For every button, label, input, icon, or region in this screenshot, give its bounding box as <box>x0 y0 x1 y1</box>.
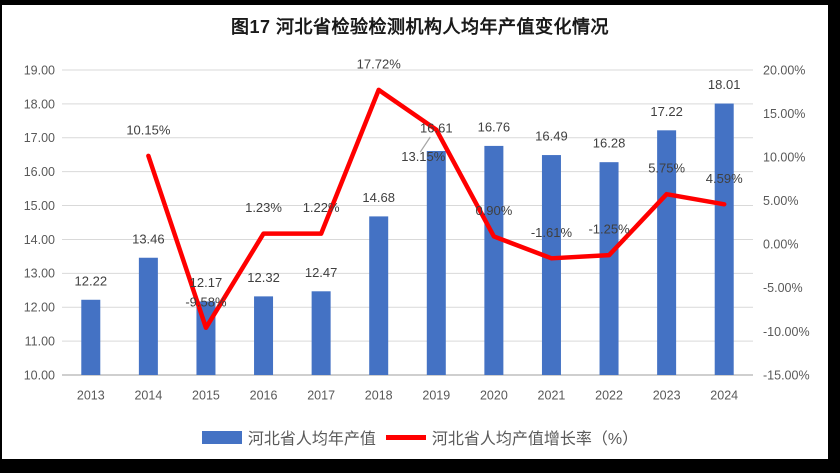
x-axis-year-label: 2016 <box>250 388 278 402</box>
frame-border-top <box>0 0 840 5</box>
line-data-label: 17.72% <box>357 56 402 71</box>
y-axis-left-tick-label: 14.00 <box>24 233 55 247</box>
line-data-label: 10.15% <box>126 122 171 137</box>
line-data-label: 5.75% <box>648 161 685 176</box>
x-axis-year-label: 2015 <box>192 388 220 402</box>
legend-line-swatch-icon <box>385 434 426 440</box>
x-axis-year-label: 2021 <box>538 388 566 402</box>
bar-data-label: 17.22 <box>650 104 683 119</box>
y-axis-right-tick-label: 20.00% <box>763 63 805 77</box>
y-axis-left-tick-label: 16.00 <box>24 165 55 179</box>
bar-2013 <box>81 299 101 375</box>
line-data-label: -9.58% <box>185 294 227 309</box>
legend-bar-series-label: 河北省人均年产值 <box>247 431 376 448</box>
y-axis-right-tick-label: 10.00% <box>763 151 805 165</box>
line-data-label: 1.23% <box>245 200 282 215</box>
frame-border-left <box>0 0 2 473</box>
bar-2023 <box>657 130 677 375</box>
y-axis-left-tick-label: 18.00 <box>24 97 55 111</box>
bar-2019 <box>426 150 446 375</box>
frame-border-bottom <box>0 459 840 473</box>
bar-data-label: 13.46 <box>132 231 165 246</box>
bar-data-label: 16.28 <box>593 136 626 151</box>
line-data-label: 4.59% <box>706 171 743 186</box>
chart-legend: 河北省人均年产值 河北省人均产值增长率（%） <box>0 425 840 449</box>
y-axis-right-tick-label: -5.00% <box>763 281 803 295</box>
data-label-leader-line <box>419 136 431 153</box>
bar-data-label: 12.47 <box>305 265 338 280</box>
x-axis-year-label: 2022 <box>595 388 623 402</box>
y-axis-right-tick-label: 15.00% <box>763 107 805 121</box>
bar-data-label: 14.68 <box>362 190 395 205</box>
y-axis-right-tick-label: 5.00% <box>763 194 798 208</box>
bar-data-label: 16.49 <box>535 129 568 144</box>
x-axis-year-label: 2024 <box>710 388 738 402</box>
y-axis-left-tick-label: 12.00 <box>24 301 55 315</box>
bar-2022 <box>599 162 619 375</box>
x-axis-year-label: 2013 <box>77 388 105 402</box>
line-data-label: 13.15% <box>401 149 446 164</box>
x-axis-year-label: 2014 <box>134 388 162 402</box>
legend-line-series-label: 河北省人均产值增长率（%） <box>431 431 639 448</box>
frame-border-right <box>828 0 840 473</box>
bar-2017 <box>311 291 331 375</box>
y-axis-right-tick-label: -15.00% <box>763 368 810 382</box>
chart-title: 图17 河北省检验检测机构人均年产值变化情况 <box>230 17 610 37</box>
line-data-label: 1.22% <box>303 200 340 215</box>
y-axis-right-tick-label: 0.00% <box>763 238 798 252</box>
bar-2021 <box>541 155 561 375</box>
bar-data-label: 16.61 <box>420 121 453 136</box>
y-axis-left-tick-label: 11.00 <box>25 334 55 348</box>
bar-2024 <box>714 103 734 376</box>
legend-bar-swatch-icon <box>201 430 242 444</box>
x-axis-year-label: 2017 <box>307 388 335 402</box>
bar-data-label: 12.32 <box>247 270 280 285</box>
y-axis-left-tick-label: 15.00 <box>24 199 55 213</box>
bar-data-label: 18.01 <box>708 77 741 92</box>
growth-rate-line <box>146 87 727 331</box>
line-data-label: -1.25% <box>588 222 630 237</box>
x-axis-year-label: 2020 <box>480 388 508 402</box>
x-axis-year-label: 2019 <box>422 388 450 402</box>
bar-data-label: 12.17 <box>190 275 223 290</box>
bar-data-label: 12.22 <box>75 273 108 288</box>
bar-data-label: 16.76 <box>478 119 511 134</box>
bar-2018 <box>369 216 389 375</box>
y-axis-left-tick-label: 17.00 <box>24 131 55 145</box>
bar-2014 <box>138 257 158 375</box>
x-axis-year-label: 2018 <box>365 388 393 402</box>
y-axis-right-tick-label: -10.00% <box>763 325 810 339</box>
bar-2020 <box>484 145 504 375</box>
bar-2016 <box>254 296 274 375</box>
y-axis-left-tick-label: 19.00 <box>24 63 55 77</box>
y-axis-left-tick-label: 10.00 <box>24 368 55 382</box>
line-data-label: -1.61% <box>531 225 573 240</box>
line-data-label: 0.90% <box>475 203 512 218</box>
y-axis-left-tick-label: 13.00 <box>24 267 55 281</box>
x-axis-year-label: 2023 <box>653 388 681 402</box>
